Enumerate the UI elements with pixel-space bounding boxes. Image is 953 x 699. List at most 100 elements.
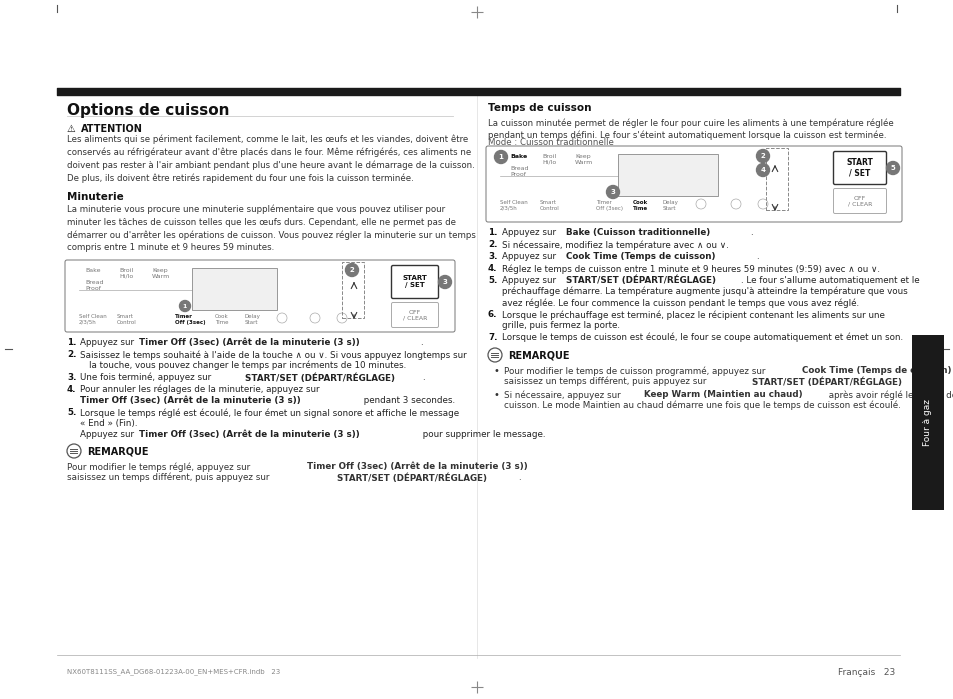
Bar [341, 262, 364, 318]
Text: 3.: 3. [67, 373, 76, 382]
Text: •: • [494, 390, 499, 400]
Text: 3: 3 [610, 189, 615, 195]
Text: Lorsque le préchauffage est terminé, placez le récipient contenant les aliments : Lorsque le préchauffage est terminé, pla… [501, 310, 884, 319]
Text: 1.: 1. [67, 338, 76, 347]
Text: 2: 2 [349, 267, 354, 273]
Bar [192, 268, 276, 310]
Text: Timer Off (3sec) (Arrêt de la minuterie (3 s)): Timer Off (3sec) (Arrêt de la minuterie … [80, 396, 300, 405]
Text: Lorsque le temps de cuisson est écoulé, le four se coupe automatiquement et émet: Lorsque le temps de cuisson est écoulé, … [501, 333, 902, 343]
Text: Smart
Control: Smart Control [539, 200, 559, 211]
Text: START
/ SET: START / SET [402, 275, 427, 289]
Text: ATTENTION: ATTENTION [81, 124, 143, 134]
Text: Bake: Bake [510, 154, 527, 159]
FancyBboxPatch shape [391, 303, 438, 328]
Text: la touche, vous pouvez changer le temps par incréments de 10 minutes.: la touche, vous pouvez changer le temps … [89, 361, 406, 370]
Text: « End » (Fin).: « End » (Fin). [80, 419, 137, 428]
Text: Cook Time (Temps de cuisson): Cook Time (Temps de cuisson) [801, 366, 950, 375]
Bar [765, 148, 787, 210]
Text: •: • [494, 366, 499, 376]
Text: pour supprimer le message.: pour supprimer le message. [419, 430, 545, 439]
Text: Timer Off (3sec) (Arrêt de la minuterie (3 s)): Timer Off (3sec) (Arrêt de la minuterie … [139, 338, 359, 347]
Text: Mode : Cuisson traditionnelle: Mode : Cuisson traditionnelle [488, 138, 613, 147]
Text: .: . [749, 228, 752, 237]
Text: Timer
Off (3sec): Timer Off (3sec) [174, 314, 206, 325]
Circle shape [885, 161, 899, 175]
Text: Pour annuler les réglages de la minuterie, appuyez sur: Pour annuler les réglages de la minuteri… [80, 385, 319, 394]
Text: .: . [932, 377, 935, 386]
Text: . Le four s'allume automatiquement et le: . Le four s'allume automatiquement et le [740, 276, 919, 285]
Text: 2: 2 [760, 153, 764, 159]
Text: saisissez un temps différent, puis appuyez sur: saisissez un temps différent, puis appuy… [67, 473, 272, 482]
Text: Keep Warm (Maintien au chaud): Keep Warm (Maintien au chaud) [643, 390, 801, 399]
Text: Timer Off (3sec) (Arrêt de la minuterie (3 s)): Timer Off (3sec) (Arrêt de la minuterie … [307, 462, 527, 471]
Text: 5.: 5. [67, 408, 76, 417]
Text: 3.: 3. [488, 252, 497, 261]
Text: Self Clean
2/3/5h: Self Clean 2/3/5h [79, 314, 107, 325]
Text: OFF
/ CLEAR: OFF / CLEAR [847, 196, 871, 206]
Text: Si nécessaire, modifiez la température avec ∧ ou ∨.: Si nécessaire, modifiez la température a… [501, 240, 728, 250]
FancyBboxPatch shape [65, 260, 455, 332]
Text: Français   23: Français 23 [837, 668, 894, 677]
Text: 2.: 2. [488, 240, 497, 249]
Text: Bread
Proof: Bread Proof [85, 280, 103, 291]
Text: avez réglée. Le four commence la cuisson pendant le temps que vous avez réglé.: avez réglée. Le four commence la cuisson… [501, 298, 859, 308]
Text: Minuterie: Minuterie [67, 192, 124, 202]
Text: Bake (Cuisson traditionnelle): Bake (Cuisson traditionnelle) [565, 228, 709, 237]
Text: 6.: 6. [488, 310, 497, 319]
Text: Timer
Off (3sec): Timer Off (3sec) [596, 200, 622, 211]
Text: Keep
Warm: Keep Warm [152, 268, 170, 279]
Text: START/SET (DÉPART/RÉGLAGE): START/SET (DÉPART/RÉGLAGE) [565, 276, 716, 285]
Text: Broil
Hi/lo: Broil Hi/lo [119, 268, 133, 279]
Text: Options de cuisson: Options de cuisson [67, 103, 230, 118]
Circle shape [179, 301, 191, 312]
Text: OFF
/ CLEAR: OFF / CLEAR [402, 310, 427, 320]
Text: Appuyez sur: Appuyez sur [80, 430, 136, 439]
Text: Broil
Hi/lo: Broil Hi/lo [541, 154, 556, 165]
Text: 1: 1 [183, 303, 187, 308]
FancyBboxPatch shape [391, 266, 438, 298]
Text: Temps de cuisson: Temps de cuisson [488, 103, 591, 113]
Text: 1: 1 [498, 154, 503, 160]
Text: grille, puis fermez la porte.: grille, puis fermez la porte. [501, 321, 619, 330]
Text: Timer Off (3sec) (Arrêt de la minuterie (3 s)): Timer Off (3sec) (Arrêt de la minuterie … [139, 430, 359, 439]
Text: ⚠: ⚠ [67, 124, 75, 134]
Text: START
/ SET: START / SET [845, 158, 873, 178]
Text: préchauffage démarre. La température augmente jusqu'à atteindre la température q: préchauffage démarre. La température aug… [501, 287, 907, 296]
FancyBboxPatch shape [833, 189, 885, 213]
Text: 4.: 4. [67, 385, 76, 394]
Text: La cuisson minutée permet de régler le four pour cuire les aliments à une tempér: La cuisson minutée permet de régler le f… [488, 118, 893, 140]
Circle shape [438, 275, 451, 289]
FancyBboxPatch shape [833, 152, 885, 185]
Circle shape [606, 185, 618, 199]
Text: Four à gaz: Four à gaz [923, 398, 931, 445]
FancyBboxPatch shape [485, 146, 901, 222]
Text: Si nécessaire, appuyez sur: Si nécessaire, appuyez sur [503, 390, 623, 400]
Text: Bake: Bake [85, 268, 100, 273]
Text: Pour modifier le temps réglé, appuyez sur: Pour modifier le temps réglé, appuyez su… [67, 462, 253, 472]
Text: START/SET (DÉPART/RÉGLAGE): START/SET (DÉPART/RÉGLAGE) [336, 473, 486, 482]
Text: .: . [419, 338, 422, 347]
Text: 3: 3 [442, 279, 447, 285]
Text: Appuyez sur: Appuyez sur [80, 338, 136, 347]
Text: Cook
Time: Cook Time [633, 200, 648, 211]
Text: 5: 5 [890, 165, 895, 171]
Text: Appuyez sur: Appuyez sur [501, 276, 558, 285]
Text: Pour modifier le temps de cuisson programmé, appuyez sur: Pour modifier le temps de cuisson progra… [503, 366, 767, 375]
Text: 7.: 7. [488, 333, 497, 342]
Text: Réglez le temps de cuisson entre 1 minute et 9 heures 59 minutes (9:59) avec ∧ o: Réglez le temps de cuisson entre 1 minut… [501, 264, 879, 273]
Text: pendant 3 secondes.: pendant 3 secondes. [360, 396, 455, 405]
Text: après avoir réglé le temps de: après avoir réglé le temps de [825, 390, 953, 400]
Text: Cook Time (Temps de cuisson): Cook Time (Temps de cuisson) [565, 252, 715, 261]
Text: .: . [517, 473, 520, 482]
Text: Cook
Time: Cook Time [214, 314, 229, 325]
Text: Les aliments qui se périment facilement, comme le lait, les œufs et les viandes,: Les aliments qui se périment facilement,… [67, 135, 475, 183]
Text: NX60T8111SS_AA_DG68-01223A-00_EN+MES+CFR.indb   23: NX60T8111SS_AA_DG68-01223A-00_EN+MES+CFR… [67, 668, 280, 675]
Text: Keep
Warm: Keep Warm [575, 154, 593, 165]
Text: Appuyez sur: Appuyez sur [501, 228, 558, 237]
Text: Smart
Control: Smart Control [117, 314, 136, 325]
Circle shape [345, 264, 358, 277]
Text: La minuterie vous procure une minuterie supplémentaire que vous pouvez utiliser : La minuterie vous procure une minuterie … [67, 205, 476, 252]
Text: REMARQUE: REMARQUE [87, 446, 149, 456]
Text: 5.: 5. [488, 276, 497, 285]
Text: Self Clean
2/3/5h: Self Clean 2/3/5h [499, 200, 527, 211]
